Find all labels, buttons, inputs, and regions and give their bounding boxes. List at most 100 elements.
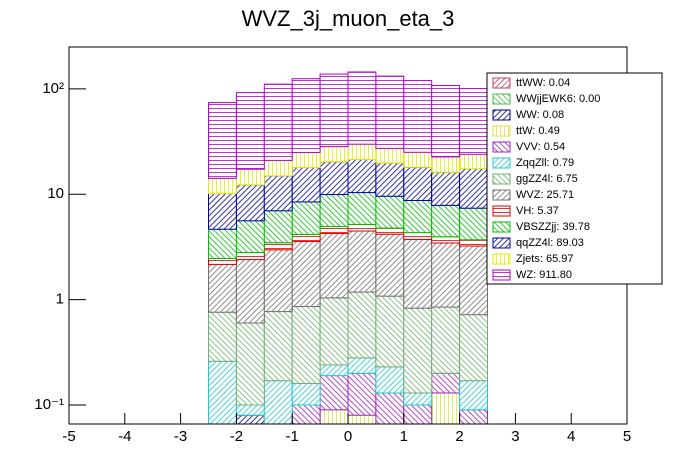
bar-segment bbox=[431, 171, 461, 206]
bar-segment bbox=[208, 360, 237, 425]
bar-segment bbox=[291, 382, 321, 406]
bar-segment bbox=[208, 228, 237, 259]
bar-segment bbox=[235, 322, 265, 406]
legend-label: WW: 0.08 bbox=[516, 109, 564, 121]
legend-label: VVV: 0.54 bbox=[516, 141, 565, 153]
legend-swatch bbox=[492, 221, 511, 233]
bar-segment bbox=[403, 307, 433, 394]
x-tick-label: 1 bbox=[400, 428, 408, 445]
legend-label: WVZ: 25.71 bbox=[516, 189, 574, 201]
x-tick-label: 4 bbox=[567, 428, 575, 445]
legend-label: WWjjEWK6: 0.00 bbox=[516, 93, 600, 105]
y-tick-label: 10² bbox=[42, 80, 64, 97]
bar-segment bbox=[235, 259, 265, 324]
legend-label: ZqqZll: 0.79 bbox=[516, 157, 574, 169]
legend-label: VBSZZjj: 39.78 bbox=[516, 221, 590, 233]
bar-segment bbox=[319, 409, 349, 425]
bar-segment bbox=[459, 88, 489, 155]
bar-segment bbox=[291, 306, 321, 384]
bar-segment bbox=[263, 249, 293, 313]
bar-segment bbox=[403, 238, 433, 309]
bar-segment bbox=[263, 311, 293, 382]
bar-segment bbox=[347, 192, 377, 225]
legend-swatch bbox=[492, 109, 511, 121]
bar-segment bbox=[263, 380, 293, 425]
x-tick-label: 2 bbox=[455, 428, 463, 445]
bar-segment bbox=[375, 195, 405, 229]
bar-segment bbox=[375, 392, 405, 425]
bar-segment bbox=[235, 220, 265, 254]
bar-segment bbox=[319, 146, 349, 163]
x-tick-label: -5 bbox=[62, 428, 75, 445]
bar-segment bbox=[291, 166, 321, 203]
bar-segment bbox=[431, 372, 461, 394]
bar-segment bbox=[319, 297, 349, 366]
bar-segment bbox=[347, 71, 377, 145]
legend-label: ttW: 0.49 bbox=[516, 125, 560, 137]
y-tick-label: 10⁻¹ bbox=[34, 396, 64, 413]
y-tick-label: 1 bbox=[56, 291, 64, 308]
bar-segment bbox=[291, 201, 321, 235]
bar-segment bbox=[263, 210, 293, 244]
legend-swatch bbox=[492, 125, 511, 137]
bar-segment bbox=[208, 311, 237, 362]
y-tick-label: 10 bbox=[47, 185, 64, 202]
bar-segment bbox=[375, 366, 405, 394]
legend-swatch bbox=[492, 93, 511, 105]
legend-label: qqZZ4l: 89.03 bbox=[516, 237, 584, 249]
bar-segment bbox=[459, 245, 489, 316]
legend-swatch bbox=[492, 237, 511, 249]
bar-segment bbox=[431, 204, 461, 238]
legend-swatch bbox=[492, 205, 511, 217]
bar-segment bbox=[235, 414, 265, 425]
legend-swatch bbox=[492, 269, 511, 281]
bar-segment bbox=[459, 153, 489, 170]
bar-segment bbox=[347, 372, 377, 416]
bar-segment bbox=[403, 199, 433, 234]
bar-segment bbox=[291, 404, 321, 425]
legend-label: Zjets: 65.97 bbox=[516, 253, 573, 265]
bar-segment bbox=[319, 226, 349, 235]
legend-label: VH: 5.37 bbox=[516, 205, 559, 217]
bar-segment bbox=[431, 156, 461, 173]
bar-segment bbox=[375, 75, 405, 149]
bar-segment bbox=[208, 102, 237, 179]
bar-segment bbox=[347, 143, 377, 161]
bar-segment bbox=[403, 151, 433, 168]
bar-segment bbox=[319, 161, 349, 196]
legend-swatch bbox=[492, 189, 511, 201]
bar-segment bbox=[403, 232, 433, 240]
bar-segment bbox=[347, 230, 377, 293]
bar-segment bbox=[208, 193, 237, 230]
x-tick-label: -2 bbox=[230, 428, 243, 445]
bar-segment bbox=[235, 92, 265, 170]
bar-segment bbox=[375, 295, 405, 368]
x-tick-label: 0 bbox=[344, 428, 352, 445]
bar-segment bbox=[263, 242, 293, 251]
bar-segment bbox=[208, 177, 237, 195]
bar-segment bbox=[208, 263, 237, 313]
bar-segment bbox=[347, 357, 377, 374]
bar-segment bbox=[459, 168, 489, 209]
bar-segment bbox=[263, 159, 293, 177]
bar-segment bbox=[403, 392, 433, 406]
bar-segment bbox=[319, 233, 349, 299]
bar-segment bbox=[375, 147, 405, 164]
bar-segment bbox=[235, 404, 265, 416]
x-tick-label: 3 bbox=[511, 428, 519, 445]
bar-segment bbox=[431, 306, 461, 374]
bar-segment bbox=[347, 291, 377, 359]
bar-segment bbox=[347, 414, 377, 425]
x-tick-label: -1 bbox=[286, 428, 299, 445]
legend-label: ttWW: 0.04 bbox=[516, 77, 570, 89]
bar-segment bbox=[403, 166, 433, 201]
bar-segment bbox=[235, 252, 265, 261]
bar-segment bbox=[319, 194, 349, 228]
bar-segment bbox=[263, 175, 293, 212]
bar-segment bbox=[431, 392, 461, 425]
chart-title: WVZ_3j_muon_eta_3 bbox=[242, 6, 455, 31]
bar-segment bbox=[403, 80, 433, 153]
bar-segment bbox=[459, 380, 489, 411]
bar-segment bbox=[459, 239, 489, 247]
